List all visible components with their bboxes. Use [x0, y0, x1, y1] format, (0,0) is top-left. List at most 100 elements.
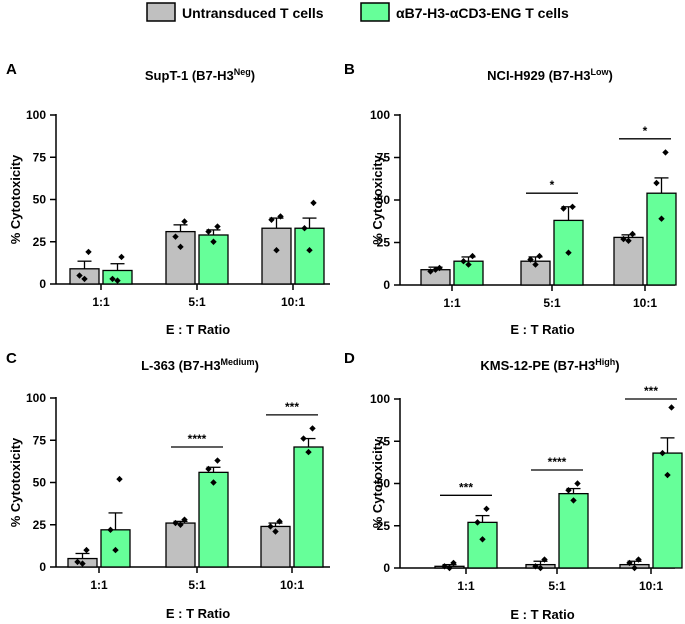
data-point: [625, 237, 632, 244]
data-point: [76, 272, 83, 279]
data-point: [479, 536, 486, 543]
legend-swatch-untransduced: [146, 2, 176, 22]
data-point: [300, 435, 307, 442]
x-tick-label: 1:1: [90, 578, 108, 592]
data-point: [432, 266, 439, 273]
y-tick-label: 75: [33, 433, 47, 447]
panel-title: SupT-1 (B7-H3Neg): [145, 67, 255, 83]
data-point: [446, 564, 453, 572]
data-point: [305, 448, 312, 456]
panels-container: A SupT-1 (B7-H3Neg) 0 25 50 75 100 % Cytotoxici…: [6, 61, 683, 622]
data-point: [301, 225, 308, 232]
data-point: [272, 528, 279, 535]
y-axis-label: % Cytotoxicity: [8, 437, 23, 527]
data-point: [83, 546, 90, 554]
data-point: [427, 268, 434, 275]
x-tick-label: 5:1: [188, 578, 206, 592]
y-tick-label: 75: [33, 150, 47, 164]
x-tick-label: 1:1: [443, 296, 461, 310]
y-tick-label: 75: [377, 434, 391, 448]
bar-untransduced: [165, 522, 196, 568]
bar-engineered: [467, 521, 498, 569]
data-point: [81, 275, 88, 283]
data-point: [172, 233, 179, 240]
x-tick-label: 5:1: [548, 579, 566, 593]
bar-engineered: [294, 227, 325, 285]
panel-letter: B: [344, 61, 355, 78]
data-point: [441, 563, 448, 570]
y-tick-label: 25: [377, 519, 391, 533]
data-point: [214, 223, 221, 230]
y-tick-label: 0: [39, 277, 46, 291]
y-tick-label: 75: [377, 151, 391, 165]
panel-letter: C: [6, 350, 17, 367]
y-tick-label: 100: [370, 392, 390, 406]
x-tick-label: 10:1: [633, 296, 657, 310]
x-tick-label: 1:1: [92, 295, 110, 309]
panel-C: C L-363 (B7-H3Medium) 0 25 50 75 100 % Cytotoxi…: [6, 350, 330, 621]
y-tick-label: 50: [377, 193, 391, 207]
y-tick-label: 25: [33, 235, 47, 249]
y-tick-label: 0: [383, 561, 390, 575]
x-tick-label: 5:1: [188, 295, 206, 309]
y-axis-label: % Cytotoxicity: [370, 438, 385, 528]
significance-label: ****: [548, 455, 567, 469]
panel-B: B NCI-H929 (B7-H3Low) 0 25 50 75 100 % Cytotoxi…: [344, 61, 677, 337]
data-point: [310, 199, 317, 207]
data-point: [658, 215, 665, 222]
x-axis-label: E : T Ratio: [510, 607, 574, 622]
data-point: [569, 203, 576, 210]
data-point: [469, 252, 476, 260]
x-tick-label: 1:1: [457, 579, 475, 593]
data-point: [565, 249, 572, 256]
data-point: [541, 556, 548, 563]
bar-engineered: [652, 452, 683, 569]
y-tick-label: 50: [377, 477, 391, 491]
legend-label-engineered: αB7-H3-αCD3-ENG T cells: [396, 5, 569, 21]
data-point: [107, 526, 114, 534]
significance-label: *: [550, 178, 555, 192]
bar-engineered: [646, 192, 677, 286]
data-point: [560, 205, 567, 212]
data-point: [118, 253, 125, 261]
data-point: [668, 404, 675, 411]
data-point: [205, 228, 212, 235]
bar-untransduced: [261, 227, 292, 285]
data-point: [653, 179, 660, 187]
y-axis-label: % Cytotoxicity: [370, 154, 385, 244]
legend: Untransduced T cells αB7-H3-αCD3-ENG T c…: [146, 2, 569, 22]
bar-untransduced: [260, 525, 291, 568]
panel-title: NCI-H929 (B7-H3Low): [487, 67, 613, 83]
data-point: [210, 238, 217, 245]
data-point: [536, 252, 543, 260]
data-point: [629, 230, 636, 238]
x-axis-label: E : T Ratio: [166, 606, 230, 621]
y-tick-label: 25: [377, 236, 391, 250]
significance-label: *: [643, 124, 648, 138]
bar-untransduced: [165, 230, 196, 285]
data-point: [474, 519, 481, 526]
data-point: [460, 258, 467, 265]
data-point: [659, 449, 666, 457]
bar-untransduced: [613, 236, 644, 286]
data-point: [620, 235, 627, 243]
data-point: [635, 556, 642, 563]
bar-engineered: [198, 471, 229, 568]
y-tick-label: 100: [26, 108, 46, 122]
data-point: [181, 218, 188, 225]
significance-label: ***: [459, 480, 473, 494]
x-axis-label: E : T Ratio: [166, 322, 230, 337]
x-tick-label: 10:1: [281, 295, 305, 309]
data-point: [565, 487, 572, 494]
data-point: [662, 149, 669, 156]
significance-label: ***: [644, 384, 658, 398]
data-point: [483, 505, 490, 513]
y-axis-label: % Cytotoxicity: [8, 154, 23, 244]
data-point: [570, 497, 577, 504]
data-point: [532, 261, 539, 268]
data-point: [214, 457, 221, 464]
data-point: [116, 475, 123, 483]
data-point: [85, 248, 92, 256]
data-point: [574, 480, 581, 487]
